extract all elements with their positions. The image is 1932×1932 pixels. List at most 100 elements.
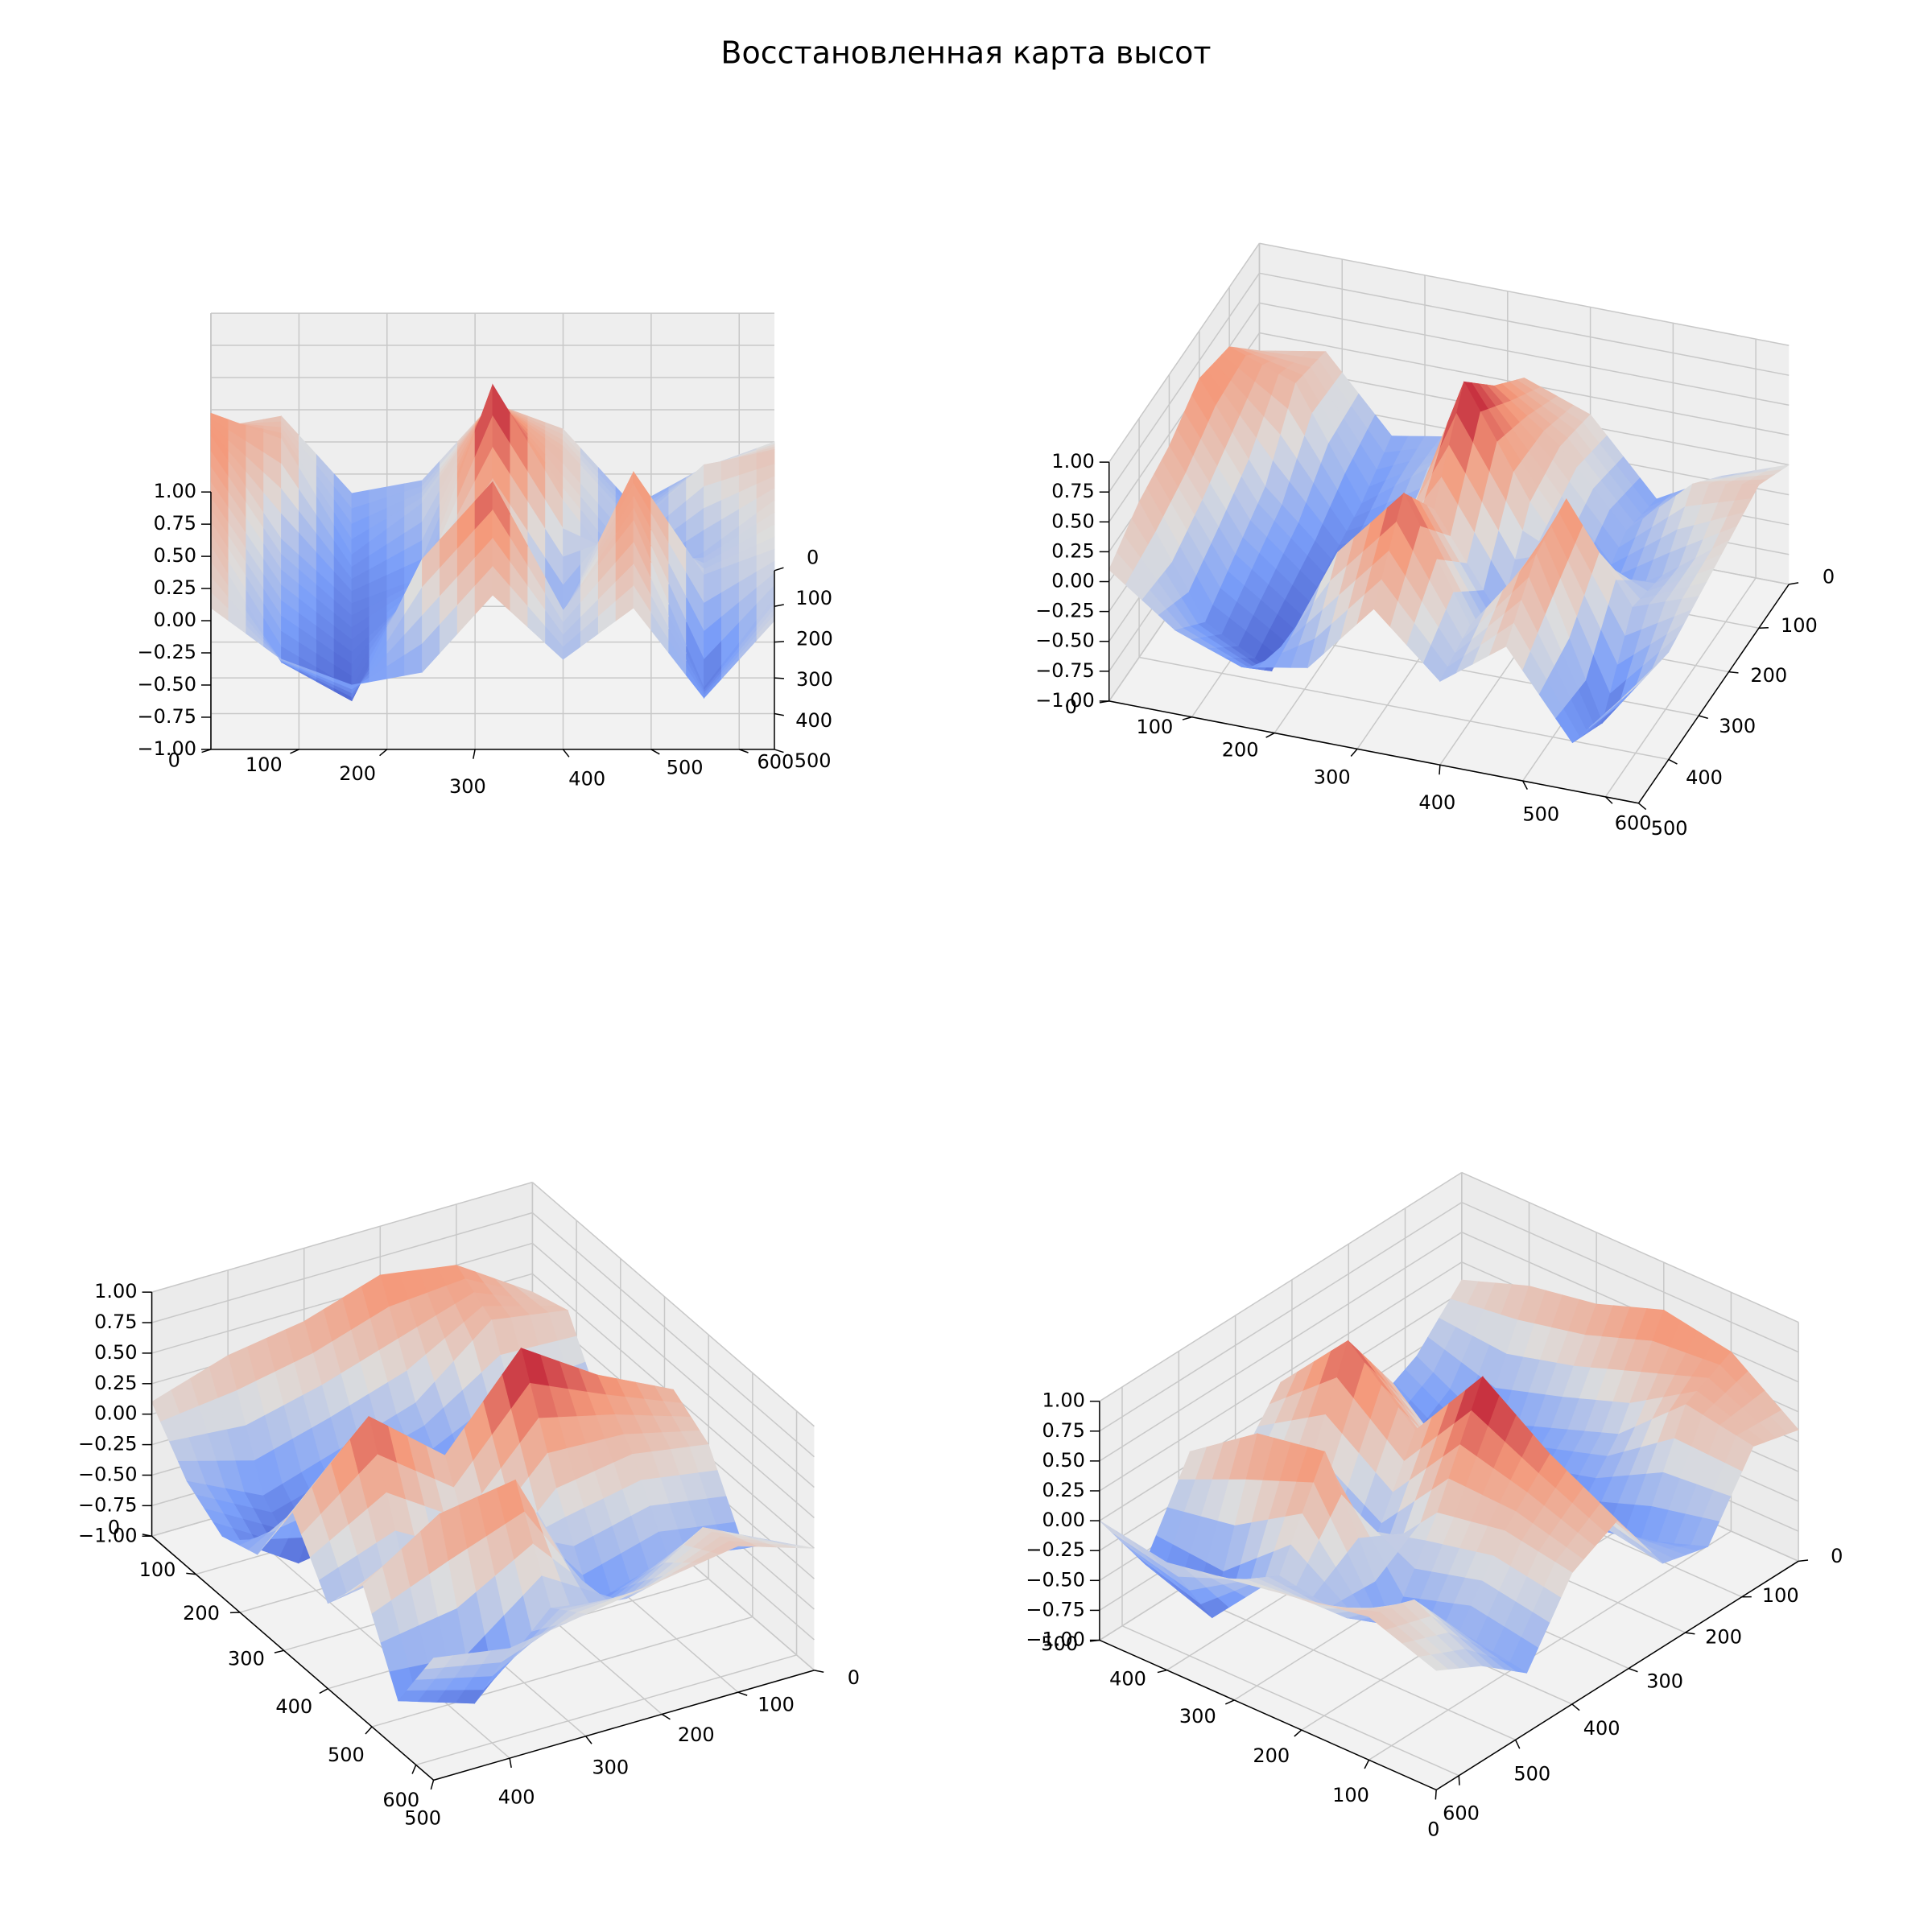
x-tick-label: 500: [667, 756, 704, 778]
grid-line: [371, 1616, 753, 1728]
axis-line: [433, 1670, 815, 1781]
x-tick-label: 300: [228, 1647, 265, 1670]
tick-mark: [509, 1757, 512, 1769]
tick-mark: [737, 1691, 748, 1696]
y-tick-label: 0: [848, 1666, 860, 1689]
tick-mark: [1157, 1669, 1167, 1674]
y-tick-label: 500: [404, 1807, 441, 1830]
grid-line: [1179, 1589, 1516, 1741]
x-tick-label: 600: [1615, 812, 1652, 835]
z-tick-label: −1.00: [78, 1524, 138, 1546]
surface-facet: [423, 1655, 454, 1670]
grid-line: [151, 1181, 533, 1293]
x-tick-label: 200: [339, 762, 376, 785]
y-tick-label: 300: [1719, 715, 1756, 737]
tick-mark: [774, 749, 784, 753]
y-tick-label: 200: [796, 627, 833, 650]
x-tick-label: 500: [328, 1744, 365, 1766]
tick-mark: [473, 749, 476, 759]
tick-mark: [186, 1572, 196, 1575]
z-tick-label: 0.75: [1051, 480, 1094, 502]
z-tick-label: −0.50: [137, 673, 196, 696]
x-tick-label: 600: [1443, 1802, 1480, 1825]
z-tick-label: 0.75: [94, 1311, 137, 1333]
z-tick-label: 1.00: [94, 1280, 137, 1302]
surface-facet: [1418, 1654, 1449, 1671]
grid-line: [531, 1212, 815, 1458]
tick-mark: [774, 677, 785, 679]
grid-line: [531, 1242, 815, 1488]
grid-line: [1099, 1171, 1463, 1402]
tick-mark: [738, 749, 749, 753]
tick-mark: [1668, 758, 1678, 765]
y-tick-label: 0: [1427, 1818, 1439, 1840]
tick-mark: [1789, 582, 1799, 585]
tick-mark: [1638, 803, 1647, 811]
tick-mark: [274, 1649, 284, 1653]
x-tick-label: 400: [275, 1695, 312, 1718]
z-tick-label: 1.00: [154, 480, 196, 502]
y-tick-label: 200: [1253, 1744, 1290, 1767]
tick-mark: [365, 1726, 373, 1735]
x-tick-label: 400: [1418, 791, 1455, 814]
x-tick-label: 100: [139, 1558, 176, 1581]
z-tick-label: −0.25: [137, 641, 196, 663]
y-tick-label: 400: [795, 709, 832, 732]
z-tick-label: −1.00: [1035, 689, 1095, 712]
grid-line: [151, 1212, 533, 1323]
grid-line: [1121, 1625, 1459, 1777]
tick-mark: [1604, 796, 1613, 804]
tick-mark: [650, 749, 660, 755]
z-tick-label: 0.50: [94, 1341, 137, 1364]
subplot: 01002003004005006000100200300400500−1.00…: [78, 1181, 860, 1830]
y-tick-label: 400: [1109, 1668, 1146, 1690]
z-tick-label: 0.25: [1051, 539, 1094, 562]
z-tick-label: 0.00: [1042, 1509, 1084, 1531]
x-tick-label: 300: [1646, 1670, 1683, 1692]
tick-mark: [1439, 765, 1441, 775]
tick-mark: [1798, 1559, 1809, 1563]
x-tick-label: 400: [1583, 1717, 1620, 1740]
z-tick-label: 0.00: [1051, 570, 1094, 592]
tick-mark: [661, 1713, 671, 1720]
grid-line: [1099, 1232, 1463, 1462]
subplot: 01002003004005006000100200300400500−1.00…: [1026, 1171, 1843, 1840]
z-tick-label: 0.75: [1042, 1419, 1084, 1442]
x-tick-label: 0: [108, 1517, 120, 1539]
y-tick-label: 100: [1781, 614, 1818, 637]
tick-mark: [1182, 716, 1192, 720]
grid-line: [1604, 577, 1757, 798]
tick-mark: [1364, 1759, 1370, 1769]
z-tick-label: 0.50: [154, 544, 196, 567]
y-tick-label: 100: [758, 1694, 795, 1716]
x-tick-label: 300: [1314, 766, 1351, 789]
axis-line: [1108, 700, 1639, 804]
z-tick-label: 0.50: [1051, 510, 1094, 532]
x-tick-label: 500: [1513, 1763, 1550, 1785]
z-tick-label: 0.25: [154, 576, 196, 599]
grid-line: [1099, 1201, 1463, 1432]
tick-mark: [1571, 1703, 1580, 1711]
x-tick-label: 0: [1831, 1545, 1843, 1567]
x-tick-label: 200: [183, 1602, 220, 1624]
z-tick-label: −0.25: [78, 1433, 138, 1455]
grid-line: [1259, 302, 1790, 407]
tick-mark: [1294, 1729, 1302, 1737]
grid-line: [1099, 1261, 1463, 1492]
tick-mark: [319, 1688, 328, 1695]
tick-mark: [1699, 715, 1708, 720]
z-tick-label: −1.00: [137, 737, 196, 760]
tick-mark: [1728, 671, 1739, 674]
grid-line: [1461, 1201, 1799, 1353]
y-tick-label: 200: [678, 1724, 715, 1746]
grid-line: [1461, 1171, 1799, 1323]
y-tick-label: 100: [795, 587, 832, 609]
axis-line: [1099, 1639, 1437, 1791]
x-tick-label: 300: [449, 775, 486, 798]
z-tick-label: 1.00: [1042, 1389, 1084, 1412]
z-tick-label: −0.50: [1026, 1568, 1085, 1591]
z-tick-label: −0.75: [137, 705, 196, 728]
y-tick-label: 500: [1041, 1633, 1078, 1655]
y-tick-label: 500: [795, 749, 832, 772]
